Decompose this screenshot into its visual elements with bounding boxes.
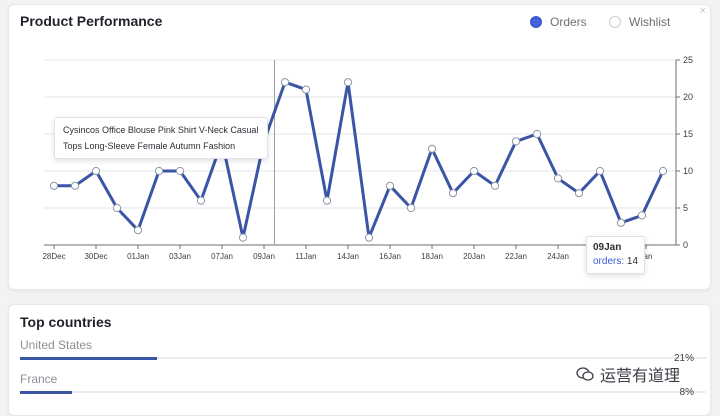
x-tick-label: 24Jan — [547, 252, 569, 261]
country-progress-fill — [20, 356, 158, 360]
watermark: 运营有道理 — [576, 362, 680, 386]
wechat-icon — [576, 367, 594, 381]
data-point — [301, 85, 311, 94]
x-tick-label: 20Jan — [463, 252, 485, 261]
product-tooltip-line: Tops Long-Sleeve Female Autumn Fashion — [63, 141, 236, 151]
data-point — [196, 196, 206, 205]
x-tick-label: 30Dec — [84, 252, 107, 261]
x-tick-label: 28Dec — [42, 252, 65, 261]
data-point — [154, 166, 164, 176]
data-point — [637, 211, 647, 220]
orders-tooltip-label: orders: — [593, 256, 625, 267]
data-point — [595, 166, 605, 176]
countries-title: Top countries — [20, 314, 112, 330]
data-point — [322, 196, 332, 205]
data-point — [112, 203, 122, 213]
orders-series-line — [54, 80, 665, 240]
data-point — [532, 129, 542, 139]
data-point — [427, 144, 437, 153]
legend-wishlist[interactable]: Wishlist — [609, 15, 670, 29]
y-tick-label: 25 — [683, 55, 693, 65]
y-tick-label: 5 — [683, 203, 688, 213]
orders-line-chart: 0 5 10 15 20 25 28Dec 30Dec 01Jan 03Jan 07Jan 09Ja… — [42, 55, 693, 261]
data-point — [91, 166, 101, 176]
radio-unselected-icon[interactable] — [609, 16, 621, 28]
product-tooltip: Cysincos Office Blouse Pink Shirt V-Neck… — [54, 117, 268, 159]
country-name: United States — [20, 338, 93, 352]
y-tick-label: 20 — [683, 92, 693, 102]
data-point — [511, 137, 521, 146]
country-progress-fill — [20, 390, 73, 394]
country-percent: 21% — [673, 353, 694, 364]
x-tick-label: 09Jan — [253, 252, 275, 261]
close-icon[interactable]: × — [699, 5, 706, 17]
x-tick-label: 22Jan — [505, 252, 527, 261]
legend-wishlist-label: Wishlist — [629, 15, 671, 29]
data-point — [553, 174, 563, 183]
watermark-text: 运营有道理 — [600, 368, 681, 385]
x-tick-label: 14Jan — [337, 252, 359, 261]
y-tick-label: 15 — [683, 129, 693, 139]
x-tick-label: 16Jan — [379, 252, 401, 261]
top-countries-card: Top countries United States 21% France 8… — [8, 304, 711, 416]
data-point — [616, 218, 626, 227]
x-tick-label: Jan — [640, 252, 653, 261]
y-tick-label: 0 — [683, 240, 688, 250]
data-point — [280, 78, 290, 87]
performance-title: Product Performance — [20, 13, 163, 29]
data-point — [385, 181, 395, 190]
legend-orders[interactable]: Orders — [530, 15, 587, 29]
x-tick-label: 07Jan — [211, 252, 233, 261]
data-point — [658, 166, 668, 176]
legend-orders-label: Orders — [550, 15, 587, 29]
x-tick-label: 03Jan — [169, 252, 191, 261]
orders-tooltip: 09Jan orders: 14 — [586, 236, 646, 274]
product-tooltip-line: Cysincos Office Blouse Pink Shirt V-Neck… — [63, 125, 259, 135]
x-tick-label: 18Jan — [421, 252, 443, 261]
y-tick-label: 10 — [683, 166, 693, 176]
radio-selected-icon[interactable] — [530, 16, 542, 28]
data-point — [490, 181, 500, 190]
data-point — [49, 181, 59, 190]
data-point — [406, 203, 416, 213]
data-point — [70, 181, 80, 190]
orders-tooltip-value: 14 — [626, 256, 639, 267]
data-point — [175, 166, 185, 176]
x-tick-label: 01Jan — [127, 252, 149, 261]
data-point — [448, 189, 458, 198]
data-point — [469, 166, 479, 176]
x-tick-label: 11Jan — [295, 252, 316, 261]
country-progress-track — [20, 390, 706, 394]
data-point — [574, 189, 584, 198]
orders-tooltip-date: 09Jan — [593, 242, 622, 253]
country-percent: 8% — [679, 387, 694, 398]
data-point — [364, 233, 374, 242]
data-point — [238, 233, 248, 242]
data-point — [133, 226, 143, 235]
country-name: France — [20, 372, 58, 386]
data-point — [343, 78, 353, 87]
country-progress-track — [20, 356, 706, 360]
